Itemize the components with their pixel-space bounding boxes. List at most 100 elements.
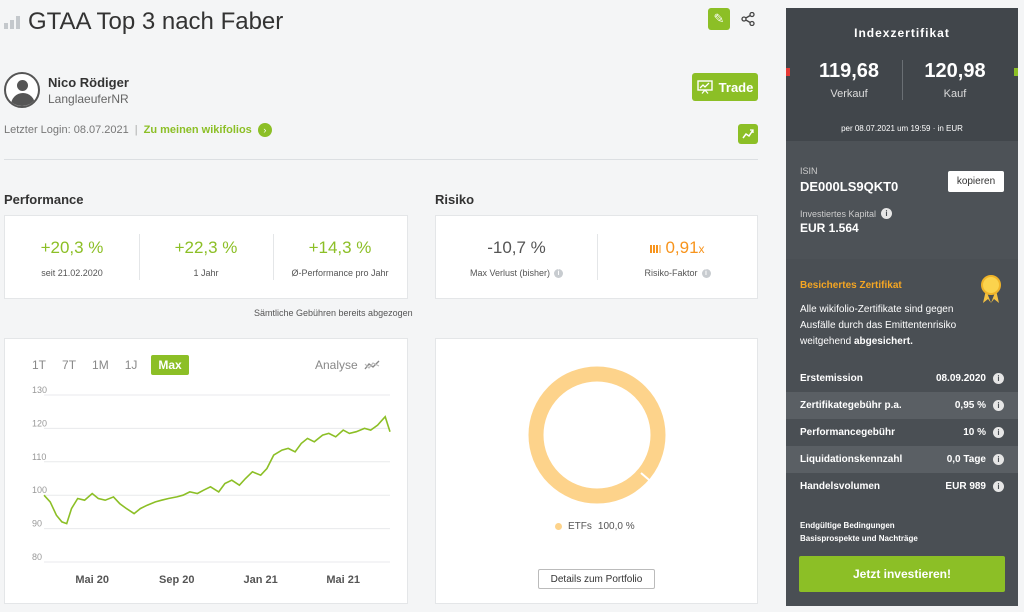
max-loss: -10,7 % Max Verlust (bisher) i <box>436 238 597 279</box>
chevron-right-icon[interactable]: › <box>257 123 272 137</box>
x-tick-label: Sep 20 <box>159 574 194 586</box>
legend-dot <box>555 523 562 530</box>
my-wikifolios-link[interactable]: Zu meinen wikifolios <box>143 124 252 136</box>
tab-max[interactable]: Max <box>151 355 189 375</box>
sell-price: 119,68 Verkauf <box>794 60 904 100</box>
donut-slice-etfs[interactable] <box>528 366 666 504</box>
certificate-details: Erstemission 08.09.2020 i Zertifikategebüh… <box>786 365 1018 500</box>
y-tick-label: 120 <box>32 418 47 428</box>
perf-label: seit 21.02.2020 <box>41 268 103 278</box>
portfolio-details-button[interactable]: Details zum Portfolio <box>538 569 655 589</box>
detail-row: Zertifikategebühr p.a. 0,95 % i <box>786 392 1018 419</box>
detail-row: Handelsvolumen EUR 989 i <box>786 473 1018 500</box>
perf-label: Ø-Performance pro Jahr <box>291 268 389 278</box>
performance-chart-card <box>4 338 408 604</box>
x-tick-label: Jan 21 <box>244 574 278 586</box>
invest-button[interactable]: Jetzt investieren! <box>799 556 1005 592</box>
legend-value: 100,0 % <box>597 521 635 532</box>
analysis-icon <box>364 360 380 370</box>
perf-one-year: +22,3 % 1 Jahr <box>139 238 273 278</box>
risk-factor-value: 0,91x <box>597 238 758 258</box>
buy-price: 120,98 Kauf <box>900 60 1010 100</box>
timeframe-tabs: 1T 7T 1M 1J Max <box>24 355 189 375</box>
info-icon[interactable]: i <box>993 454 1004 465</box>
bar-chart-icon <box>4 15 20 29</box>
info-icon[interactable]: i <box>881 208 893 219</box>
sell-price-label: Verkauf <box>830 88 868 100</box>
info-icon[interactable]: i <box>993 427 1004 438</box>
performance-line-chart[interactable]: 80 90 100 110 120 130 Mai 20 Sep 20 Jan 21 Mai 21 <box>4 380 404 590</box>
info-icon[interactable]: i <box>993 481 1004 492</box>
capital-label: Investiertes Kapital i <box>800 208 893 219</box>
tab-1j[interactable]: 1J <box>124 358 138 372</box>
final-terms-link[interactable]: Endgültige Bedingungen <box>800 521 895 530</box>
award-badge-icon <box>981 275 1001 303</box>
isin-box: ISIN DE000LS9QKT0 kopieren Investiertes … <box>786 141 1018 259</box>
x-tick-label: Mai 21 <box>326 574 360 586</box>
risk-factor-label: Risiko-Faktor i <box>597 268 758 279</box>
y-tick-label: 80 <box>32 552 42 562</box>
user-info: Nico Rödiger LanglaeuferNR <box>4 72 129 108</box>
perf-value: +20,3 % <box>40 238 104 257</box>
last-login: Letzter Login: 08.07.2021 <box>4 124 129 136</box>
info-icon[interactable]: i <box>993 400 1004 411</box>
share-icon <box>741 12 755 26</box>
divider <box>4 159 758 160</box>
presentation-icon <box>696 80 713 94</box>
main-content: GTAA Top 3 nach Faber ✎ Nico Rödiger Lan… <box>4 8 758 604</box>
donut-gap <box>640 472 656 486</box>
secured-text: Alle wikifolio-Zertifikate sind gegen Au… <box>800 304 957 347</box>
trade-button[interactable]: Trade <box>692 73 758 101</box>
info-icon[interactable]: i <box>993 373 1004 384</box>
page-title: GTAA Top 3 nach Faber <box>28 8 284 35</box>
y-tick-label: 110 <box>32 452 46 462</box>
price-box: Indexzertifikat 119,68 Verkauf 120,98 Ka… <box>786 8 1018 141</box>
risk-card: -10,7 % Max Verlust (bisher) i 0,91x Risi… <box>435 215 758 299</box>
detail-row: Liquidationskennzahl 0,0 Tage i <box>786 446 1018 473</box>
sell-price-value: 119,68 <box>818 60 880 82</box>
user-name[interactable]: Nico Rödiger <box>48 75 129 90</box>
prospectus-link[interactable]: Basisprospekte und Nachträge <box>800 534 918 543</box>
tab-7t[interactable]: 7T <box>62 358 77 372</box>
y-tick-label: 130 <box>32 385 47 395</box>
performance-series-line <box>43 415 391 525</box>
info-icon[interactable]: i <box>701 269 711 279</box>
analyse-button[interactable]: Analyse <box>315 358 380 372</box>
allocation-legend: ETFs 100,0 % <box>555 521 635 532</box>
risk-factor: 0,91x Risiko-Faktor i <box>597 238 758 279</box>
risk-heading: Risiko <box>435 192 475 207</box>
chart-button[interactable] <box>738 124 758 144</box>
secured-title: Besichertes Zertifikat <box>800 280 902 291</box>
tab-1t[interactable]: 1T <box>32 358 47 372</box>
isin-value: DE000LS9QKT0 <box>800 179 899 194</box>
login-row: Letzter Login: 08.07.2021 | Zu meinen wi… <box>4 123 272 137</box>
x-tick-label: Mai 20 <box>75 574 109 586</box>
performance-card: +20,3 % seit 21.02.2020 +22,3 % 1 Jahr +… <box>4 215 408 299</box>
buy-price-value: 120,98 <box>924 60 986 82</box>
share-button[interactable] <box>739 8 757 30</box>
isin-label: ISIN <box>800 166 818 176</box>
y-tick-label: 100 <box>32 485 47 495</box>
max-loss-value: -10,7 % <box>487 238 546 257</box>
buy-indicator <box>1014 68 1018 76</box>
detail-row: Erstemission 08.09.2020 i <box>786 365 1018 392</box>
legend-label: ETFs <box>568 521 592 532</box>
trade-label: Trade <box>718 79 754 95</box>
buy-price-label: Kauf <box>943 88 967 100</box>
allocation-donut-chart[interactable] <box>522 360 672 510</box>
copy-button[interactable]: kopieren <box>948 171 1004 192</box>
edit-button[interactable]: ✎ <box>708 8 730 30</box>
certificate-sidebar: Indexzertifikat 119,68 Verkauf 120,98 Ka… <box>786 8 1018 606</box>
line-chart-icon <box>742 129 754 139</box>
perf-value: +22,3 % <box>174 238 238 257</box>
detail-row: Performancegebühr 10 % i <box>786 419 1018 446</box>
sell-indicator <box>786 68 790 76</box>
tab-1m[interactable]: 1M <box>92 358 109 372</box>
info-icon[interactable]: i <box>554 269 564 279</box>
allocation-card <box>435 338 758 604</box>
separator: | <box>134 124 138 136</box>
performance-heading: Performance <box>4 192 84 207</box>
avatar[interactable] <box>4 72 40 108</box>
title-row: GTAA Top 3 nach Faber <box>4 8 283 36</box>
max-loss-label: Max Verlust (bisher) i <box>436 268 597 279</box>
